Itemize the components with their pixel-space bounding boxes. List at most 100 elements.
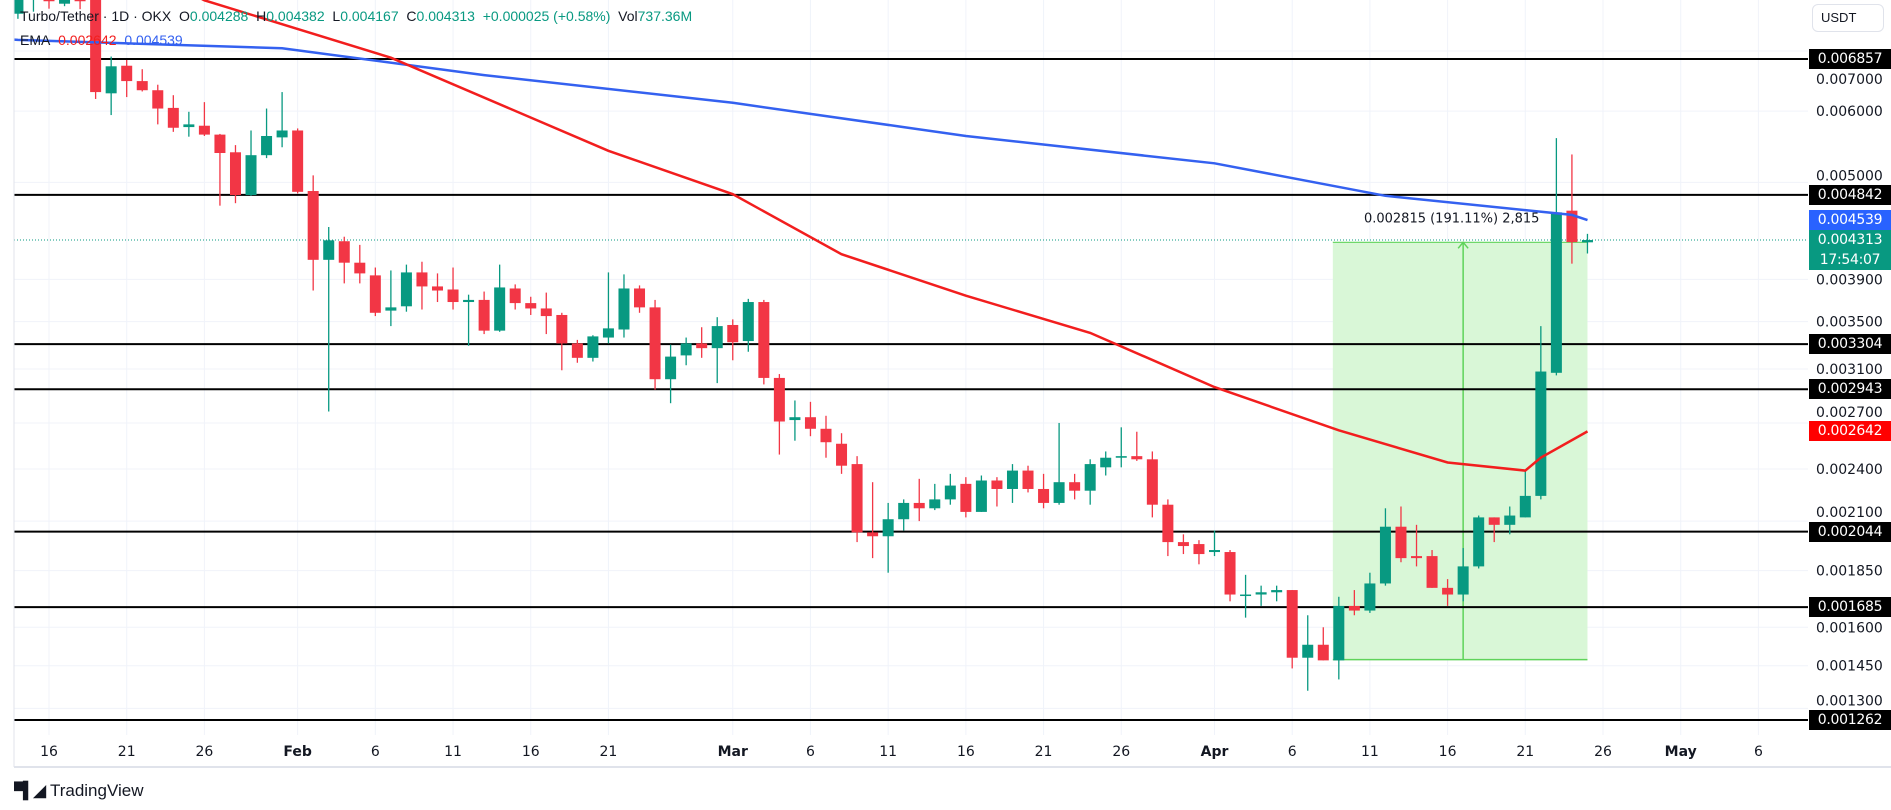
candle-down[interactable]: [727, 319, 739, 361]
candle-up[interactable]: [1504, 506, 1516, 535]
candle-down[interactable]: [1395, 506, 1407, 563]
candle-down[interactable]: [509, 284, 521, 310]
candle-up[interactable]: [711, 317, 723, 384]
candle-down[interactable]: [773, 374, 785, 455]
candle-down[interactable]: [416, 261, 428, 310]
interval[interactable]: 1D: [111, 8, 130, 24]
candle-up[interactable]: [12, 0, 24, 19]
candle-down[interactable]: [307, 175, 319, 291]
candle-down[interactable]: [432, 273, 443, 303]
candle-down[interactable]: [1131, 431, 1143, 461]
candle-down[interactable]: [556, 312, 568, 371]
candle-up[interactable]: [494, 264, 506, 332]
candle-up[interactable]: [1457, 548, 1469, 602]
candle-down[interactable]: [136, 69, 148, 92]
candle-down[interactable]: [696, 327, 708, 358]
candle-up[interactable]: [898, 499, 910, 531]
candle-down[interactable]: [1566, 154, 1578, 264]
candle-down[interactable]: [1286, 590, 1298, 669]
candle-down[interactable]: [634, 285, 646, 313]
candle-up[interactable]: [1302, 615, 1314, 691]
candle-up[interactable]: [944, 473, 956, 505]
candle-up[interactable]: [1581, 233, 1593, 254]
candle-up[interactable]: [1053, 422, 1065, 505]
candle-up[interactable]: [59, 0, 71, 7]
candle-down[interactable]: [1193, 540, 1205, 565]
candle-down[interactable]: [1224, 550, 1236, 602]
candle-down[interactable]: [851, 456, 863, 543]
candle-up[interactable]: [1550, 138, 1562, 376]
ema-legend[interactable]: EMA 0.002642 0.004539: [20, 32, 183, 48]
candle-down[interactable]: [1038, 473, 1050, 509]
candle-up[interactable]: [1519, 470, 1531, 518]
ema-fast-line[interactable]: [173, 0, 1589, 472]
candle-up[interactable]: [276, 92, 288, 148]
plot-area[interactable]: 0.002815 (191.11%) 2,815: [2, 0, 1808, 721]
candle-up[interactable]: [975, 475, 987, 512]
candle-up[interactable]: [245, 130, 257, 196]
candle-up[interactable]: [1115, 427, 1127, 468]
candle-down[interactable]: [540, 292, 552, 335]
candle-up[interactable]: [105, 56, 117, 116]
candle-up[interactable]: [323, 226, 335, 412]
candle-up[interactable]: [1535, 326, 1547, 500]
tradingview-brand[interactable]: ▀▍◢ TradingView: [14, 781, 144, 801]
candle-up[interactable]: [1255, 585, 1267, 606]
candle-down[interactable]: [913, 478, 925, 522]
candle-down[interactable]: [571, 339, 583, 363]
candle-down[interactable]: [1146, 451, 1158, 518]
candle-down[interactable]: [152, 84, 164, 125]
candle-down[interactable]: [804, 401, 816, 437]
candle-down[interactable]: [121, 59, 133, 98]
candle-up[interactable]: [587, 335, 599, 362]
candle-down[interactable]: [525, 296, 537, 315]
candle-down[interactable]: [1411, 524, 1423, 567]
candle-up[interactable]: [789, 400, 801, 441]
candle-down[interactable]: [229, 145, 241, 204]
candle-down[interactable]: [991, 477, 1003, 507]
symbol-name[interactable]: Turbo/Tether: [20, 8, 99, 24]
candle-down[interactable]: [478, 291, 490, 335]
candle-up[interactable]: [1473, 515, 1485, 569]
candle-down[interactable]: [1442, 579, 1454, 606]
candle-down[interactable]: [1069, 473, 1081, 500]
candle-up[interactable]: [183, 111, 195, 137]
candle-down[interactable]: [1488, 517, 1500, 543]
candle-down[interactable]: [1162, 499, 1174, 557]
candle-up[interactable]: [1100, 451, 1112, 476]
candle-down[interactable]: [214, 133, 226, 206]
candle-down[interactable]: [960, 477, 972, 518]
candle-down[interactable]: [447, 267, 459, 310]
candle-up[interactable]: [665, 344, 677, 404]
candle-up[interactable]: [929, 483, 941, 511]
candle-down[interactable]: [1348, 590, 1360, 616]
candle-down[interactable]: [74, 0, 86, 10]
candle-up[interactable]: [680, 337, 692, 366]
candle-up[interactable]: [1364, 572, 1376, 613]
candle-down[interactable]: [369, 267, 381, 317]
candle-up[interactable]: [400, 264, 412, 312]
candle-down[interactable]: [1022, 465, 1034, 493]
currency-button[interactable]: USDT: [1812, 4, 1884, 32]
candle-up[interactable]: [882, 502, 894, 573]
candle-up[interactable]: [1379, 508, 1391, 586]
candle-up[interactable]: [618, 274, 630, 338]
candle-down[interactable]: [820, 415, 832, 458]
ema-slow-line[interactable]: [2, 38, 1588, 222]
candle-up[interactable]: [1333, 596, 1345, 680]
candle-up[interactable]: [261, 108, 273, 159]
candle-up[interactable]: [1209, 530, 1220, 557]
candle-up[interactable]: [1084, 459, 1096, 505]
candle-up[interactable]: [1271, 585, 1283, 602]
candle-up[interactable]: [28, 0, 39, 12]
candle-up[interactable]: [742, 298, 754, 352]
candle-down[interactable]: [649, 299, 661, 390]
candle-down[interactable]: [292, 128, 304, 194]
candle-down[interactable]: [758, 299, 770, 385]
candle-down[interactable]: [354, 244, 366, 284]
candle-down[interactable]: [198, 102, 210, 136]
candle-down[interactable]: [1317, 627, 1329, 661]
candle-down[interactable]: [338, 236, 350, 284]
candle-down[interactable]: [1426, 550, 1438, 588]
